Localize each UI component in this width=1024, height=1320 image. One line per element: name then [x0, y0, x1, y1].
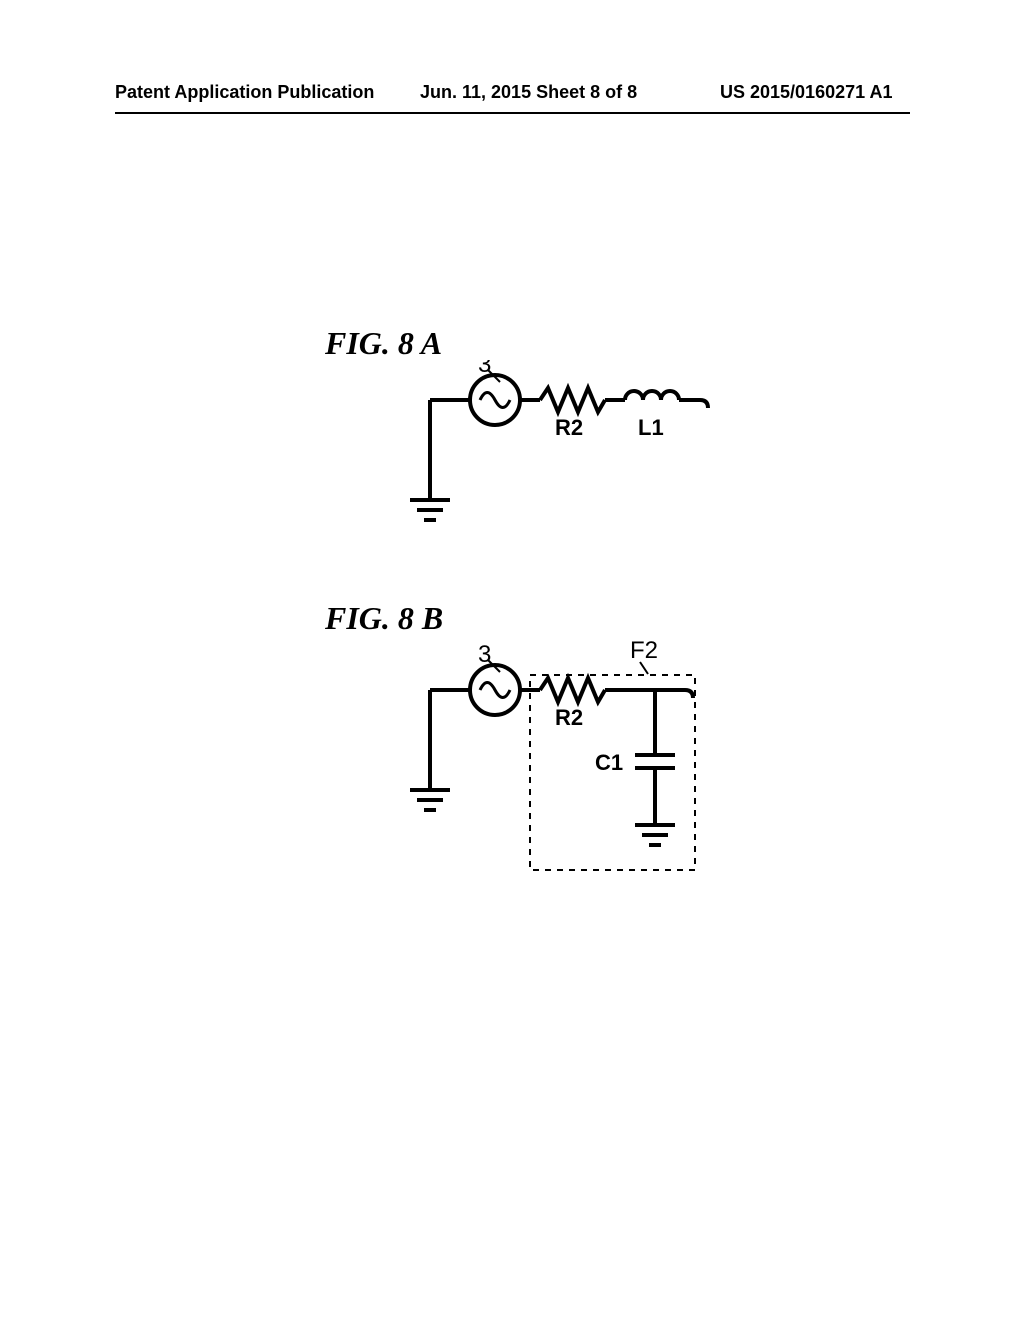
- inductor-l1-icon: [625, 391, 679, 400]
- header-left: Patent Application Publication: [115, 82, 374, 103]
- header-right: US 2015/0160271 A1: [720, 82, 892, 103]
- source-ref-3: 3: [478, 360, 491, 378]
- filter-f2-label: F2: [630, 640, 658, 664]
- capacitor-c1-label: C1: [595, 750, 623, 775]
- resistor-r2-icon: [540, 678, 605, 702]
- inductor-l1-label: L1: [638, 415, 664, 440]
- figure-8a-circuit: 3 R2 L1: [400, 360, 740, 550]
- figure-8b-circuit: 3 R2 C1 F2: [400, 640, 740, 900]
- figure-8a-label: FIG. 8 A: [325, 325, 442, 362]
- header-rule: [115, 112, 910, 114]
- resistor-r2-label: R2: [555, 415, 583, 440]
- figure-8b-label: FIG. 8 B: [325, 600, 443, 637]
- resistor-r2-icon: [540, 388, 605, 412]
- source-ref-3: 3: [478, 641, 491, 668]
- resistor-r2-label: R2: [555, 705, 583, 730]
- header-center: Jun. 11, 2015 Sheet 8 of 8: [420, 82, 637, 103]
